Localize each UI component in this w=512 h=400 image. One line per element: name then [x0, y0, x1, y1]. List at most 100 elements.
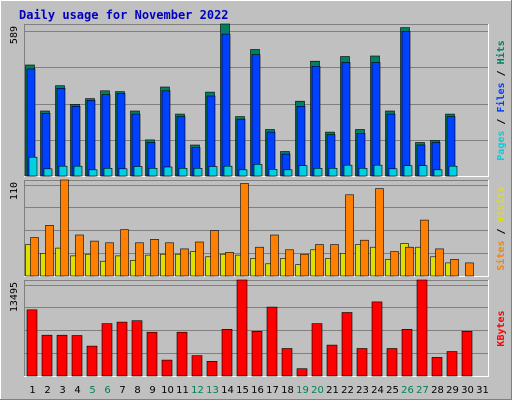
bar-files-day-2: [41, 113, 51, 177]
bar-sites-day-8: [135, 242, 144, 277]
x-tick-label: 8: [134, 385, 140, 396]
x-tick-label: 31: [476, 385, 489, 396]
bar-kbytes-day-8: [131, 320, 143, 377]
bar-pages-day-9: [148, 168, 158, 177]
x-tick-label: 21: [326, 385, 339, 396]
bar-pages-day-16: [253, 164, 263, 177]
bar-kbytes-day-15: [236, 279, 248, 377]
bar-kbytes-day-28: [431, 357, 443, 377]
bar-sites-day-19: [300, 253, 309, 277]
bar-pages-day-26: [403, 165, 413, 177]
bar-kbytes-day-23: [356, 348, 368, 377]
series-pages: [28, 156, 458, 177]
bar-kbytes-day-26: [401, 328, 413, 377]
bar-pages-day-20: [313, 168, 323, 177]
legend-entry: Hits: [495, 40, 507, 64]
x-tick-label: 28: [431, 385, 444, 396]
bar-pages-day-11: [178, 168, 188, 177]
bar-sites-day-29: [450, 259, 459, 277]
bar-kbytes-day-2: [41, 334, 53, 377]
bar-files-day-5: [86, 100, 96, 177]
bar-pages-day-8: [133, 166, 143, 177]
x-tick-label: 15: [236, 385, 249, 396]
bar-kbytes-day-7: [116, 321, 128, 377]
bar-kbytes-day-21: [326, 344, 338, 377]
panel-3: 13495 KBytes: [9, 279, 507, 377]
panel-1: 589 Pages / Files / Hits: [9, 23, 507, 177]
bar-sites-day-17: [270, 234, 279, 277]
bar-sites-day-9: [150, 239, 159, 277]
x-tick-label: 1: [29, 385, 35, 396]
x-tick-label: 27: [416, 385, 429, 396]
x-tick-label: 23: [356, 385, 369, 396]
bar-files-day-11: [176, 116, 186, 177]
bar-kbytes-day-10: [161, 359, 173, 377]
bar-files-day-4: [71, 106, 81, 177]
y-max-tick-label: 13495: [9, 282, 20, 312]
series-sites: [30, 179, 474, 277]
bar-sites-day-4: [75, 234, 84, 277]
bar-files-day-10: [161, 90, 171, 177]
bar-pages-day-12: [193, 168, 203, 177]
bar-kbytes-day-30: [461, 330, 473, 377]
bar-sites-day-24: [375, 188, 384, 277]
x-tick-label: 26: [401, 385, 414, 396]
bar-kbytes-day-3: [56, 334, 68, 377]
bar-sites-day-21: [330, 244, 339, 277]
bar-sites-day-22: [345, 194, 354, 277]
bar-pages-day-15: [238, 169, 248, 177]
bar-sites-day-13: [210, 230, 219, 277]
bar-sites-day-1: [30, 237, 39, 277]
bar-sites-day-11: [180, 248, 189, 277]
x-tick-label: 20: [311, 385, 324, 396]
bar-sites-day-26: [405, 246, 414, 277]
x-tick-label: 2: [44, 385, 50, 396]
bar-kbytes-day-24: [371, 301, 383, 377]
bar-kbytes-day-9: [146, 331, 158, 377]
x-tick-label: 17: [266, 385, 279, 396]
x-tick-label: 13: [206, 385, 219, 396]
bar-sites-day-6: [105, 242, 114, 277]
bar-kbytes-day-18: [281, 348, 293, 377]
bar-files-day-25: [386, 113, 396, 177]
bar-pages-day-18: [283, 169, 293, 177]
bar-pages-day-21: [328, 168, 338, 177]
x-tick-label: 10: [161, 385, 174, 396]
bar-files-day-7: [116, 93, 126, 177]
legend-entry: /: [496, 113, 507, 131]
x-axis-tick-labels: 1 2 3 4 5 6 7 8 9 10 11 12 13 14 15 16 17 18 19 20 21 22 23 24 2…: [29, 385, 489, 396]
bar-pages-day-17: [268, 169, 278, 177]
bar-kbytes-day-17: [266, 306, 278, 377]
bar-sites-day-10: [165, 242, 174, 277]
legend-entry: Visits: [495, 186, 507, 222]
panel-legend: Pages / Files / Hits: [495, 40, 507, 160]
bar-sites-day-18: [285, 249, 294, 277]
bar-pages-day-4: [73, 165, 83, 177]
bar-sites-day-27: [420, 219, 429, 277]
bar-files-day-22: [341, 62, 351, 177]
bar-kbytes-day-12: [191, 355, 203, 377]
bar-pages-day-5: [88, 169, 98, 177]
bar-kbytes-day-14: [221, 328, 233, 377]
bar-kbytes-day-13: [206, 360, 218, 377]
x-tick-label: 30: [461, 385, 474, 396]
bar-pages-day-13: [208, 166, 218, 177]
bar-sites-day-20: [315, 244, 324, 277]
bar-pages-day-3: [58, 165, 68, 177]
bar-kbytes-day-19: [296, 368, 308, 377]
x-tick-label: 9: [149, 385, 155, 396]
legend-entry: KBytes: [496, 310, 507, 346]
legend-entry: /: [496, 64, 507, 82]
series-files: [26, 31, 456, 177]
x-tick-label: 11: [176, 385, 189, 396]
bar-sites-day-28: [435, 248, 444, 277]
bar-sites-day-25: [390, 251, 399, 277]
x-tick-label: 16: [251, 385, 264, 396]
bar-files-day-13: [206, 95, 216, 177]
x-tick-label: 19: [296, 385, 309, 396]
bar-pages-day-14: [223, 165, 233, 177]
bar-sites-day-3: [60, 179, 69, 277]
bar-sites-day-12: [195, 241, 204, 277]
